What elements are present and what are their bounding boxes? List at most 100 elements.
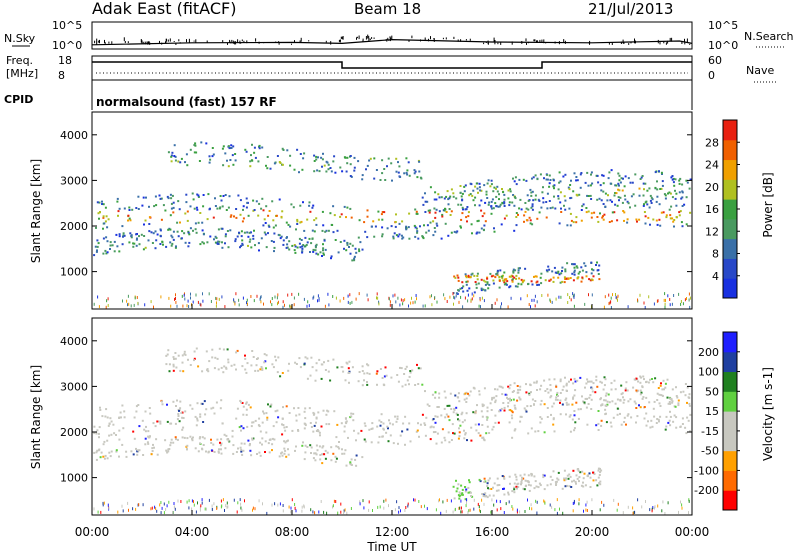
echo-point [219, 206, 222, 209]
echo-point [623, 211, 626, 214]
echo-point [367, 364, 370, 367]
colorbar-segment [723, 179, 737, 200]
echo-point [581, 269, 584, 272]
echo-point [196, 417, 199, 420]
freq-label-line2: [MHz] [6, 67, 38, 80]
ground-scatter-point [138, 503, 140, 507]
echo-point [195, 231, 198, 234]
echo-point [563, 204, 565, 207]
ground-scatter-point [151, 506, 153, 510]
echo-point [120, 416, 122, 419]
ground-scatter-point [413, 498, 414, 502]
echo-point [461, 488, 464, 491]
echo-point [580, 219, 583, 222]
echo-point [93, 425, 96, 428]
echo-point [513, 276, 516, 279]
echo-point [288, 412, 291, 414]
echo-point [478, 204, 481, 207]
echo-point [530, 280, 533, 283]
echo-point [459, 191, 462, 194]
ground-scatter-point [555, 297, 557, 301]
echo-point [394, 415, 397, 418]
echo-point [504, 393, 507, 396]
echo-point [480, 287, 483, 290]
echo-point [514, 428, 517, 431]
ground-scatter-point [460, 506, 462, 510]
echo-point [476, 278, 479, 281]
echo-point [329, 167, 332, 169]
echo-point [402, 236, 405, 239]
echo-point [644, 182, 647, 185]
ground-scatter-point [303, 504, 305, 508]
echo-point [474, 412, 477, 415]
ground-scatter-point [277, 302, 278, 306]
echo-point [518, 396, 521, 399]
echo-point [281, 451, 284, 454]
ground-scatter-point [446, 300, 448, 303]
echo-point [220, 438, 223, 441]
echo-point [321, 446, 324, 449]
echo-point [202, 444, 205, 446]
echo-point [281, 210, 284, 213]
echo-point [483, 481, 486, 483]
echo-point [470, 495, 472, 497]
echo-point [166, 195, 169, 198]
ground-scatter-point [313, 295, 315, 299]
echo-point [117, 214, 119, 217]
echo-point [648, 401, 651, 404]
echo-point [467, 215, 470, 218]
echo-point [106, 240, 109, 243]
echo-point [491, 397, 494, 400]
echo-point [658, 203, 661, 206]
echo-point [573, 377, 576, 380]
ground-scatter-point [610, 306, 612, 309]
echo-point [434, 216, 437, 219]
echo-point [118, 429, 121, 432]
echo-point [354, 458, 357, 461]
echo-point [144, 410, 147, 413]
ground-scatter-point [529, 506, 530, 510]
echo-point [290, 203, 293, 206]
ground-scatter-point [653, 302, 655, 306]
echo-point [227, 246, 230, 249]
echo-point [235, 351, 238, 354]
echo-point [330, 255, 333, 258]
echo-point [664, 194, 667, 197]
echo-point [466, 439, 468, 442]
echo-point [623, 185, 626, 188]
echo-point [643, 406, 646, 408]
ground-scatter-point [385, 498, 387, 502]
echo-point [531, 208, 534, 211]
ground-scatter-point [318, 298, 320, 302]
echo-point [288, 362, 290, 365]
echo-point [400, 234, 403, 237]
echo-point [493, 230, 496, 233]
echo-point [285, 440, 288, 443]
ground-scatter-point [274, 295, 276, 299]
echo-point [574, 480, 577, 483]
echo-point [274, 410, 277, 413]
echo-point [105, 252, 108, 255]
echo-point [553, 378, 556, 381]
echo-point [220, 448, 222, 451]
echo-point [326, 161, 329, 164]
ground-scatter-point [462, 305, 464, 309]
echo-point [283, 452, 286, 455]
echo-point [532, 199, 535, 202]
echo-point [455, 479, 457, 482]
echo-point [182, 417, 185, 419]
echo-point [513, 404, 516, 407]
ground-scatter-point [293, 303, 295, 307]
echo-point [240, 244, 243, 247]
echo-point [347, 367, 350, 370]
echo-point [281, 147, 284, 150]
echo-point [166, 403, 168, 406]
echo-point [181, 428, 184, 431]
noise-spike [511, 41, 513, 45]
echo-point [95, 451, 98, 454]
echo-point [385, 431, 388, 434]
echo-point [348, 360, 351, 363]
echo-point [515, 277, 518, 280]
echo-point [228, 147, 231, 150]
echo-point [382, 383, 385, 386]
